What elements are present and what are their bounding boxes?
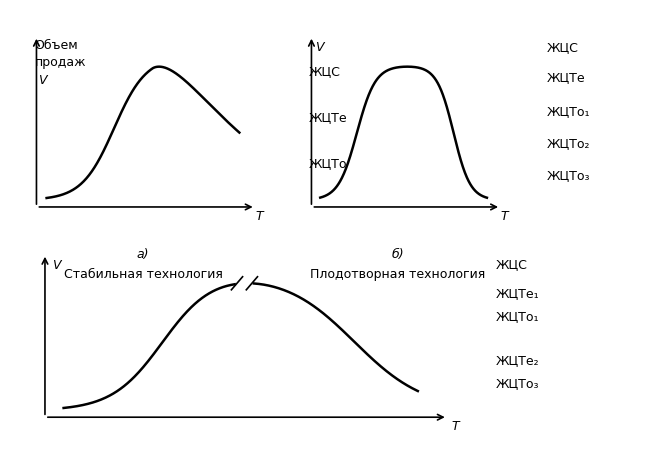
Text: T: T (256, 210, 263, 223)
Text: продаж: продаж (34, 56, 86, 70)
Text: Плодотворная технология: Плодотворная технология (310, 268, 485, 281)
Text: ЖЦТе₂: ЖЦТе₂ (496, 354, 540, 367)
Text: ЖЦС: ЖЦС (496, 258, 528, 271)
Text: ЖЦТо: ЖЦТо (309, 157, 347, 170)
Text: ЖЦТо₃: ЖЦТо₃ (496, 377, 540, 390)
Text: ЖЦТо₂: ЖЦТо₂ (547, 137, 590, 150)
Text: б): б) (391, 248, 404, 261)
Text: ЖЦТе₁: ЖЦТе₁ (496, 287, 540, 300)
Text: ЖЦТо₃: ЖЦТо₃ (547, 169, 590, 182)
Text: а): а) (137, 248, 149, 261)
Text: ЖЦТо₁: ЖЦТо₁ (547, 105, 590, 118)
Text: V: V (38, 74, 47, 86)
Text: V: V (53, 259, 61, 272)
Text: ЖЦТе: ЖЦТе (547, 71, 586, 84)
Text: ЖЦТе: ЖЦТе (309, 111, 347, 124)
Text: ЖЦТо₁: ЖЦТо₁ (496, 310, 540, 323)
Text: Стабильная технология: Стабильная технология (64, 268, 222, 281)
Text: Объем: Объем (34, 39, 78, 52)
Text: V: V (315, 41, 324, 54)
Text: T: T (451, 420, 459, 434)
Text: ЖЦС: ЖЦС (309, 65, 341, 78)
Text: ЖЦС: ЖЦС (547, 41, 579, 54)
Text: T: T (501, 210, 508, 223)
